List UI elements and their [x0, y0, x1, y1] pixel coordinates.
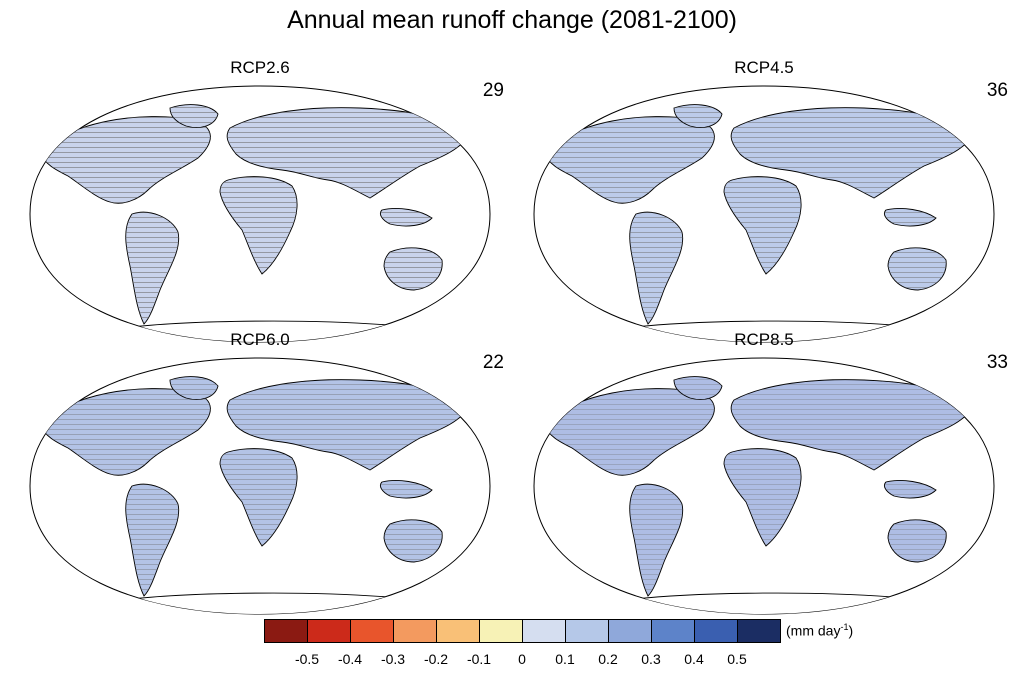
australia-hatching [384, 519, 443, 562]
colorbar-tick-label: -0.4 [337, 651, 363, 667]
africa-hatching [220, 176, 298, 274]
colorbar-swatch [694, 619, 738, 643]
colorbar [264, 619, 781, 645]
north-america-hatching [40, 388, 211, 476]
africa-hatching [724, 448, 802, 546]
colorbar-tick-label: 0.1 [555, 651, 575, 667]
indonesia-hatching [380, 480, 432, 498]
indonesia-hatching [380, 208, 432, 226]
australia-hatching [888, 519, 947, 562]
colorbar-tick-label: 0.3 [641, 651, 661, 667]
eurasia-hatching [227, 379, 468, 470]
panel-rcp6-0: RCP6.0 22 [10, 330, 510, 620]
figure-title: Annual mean runoff change (2081-2100) [287, 6, 737, 34]
north-america-hatching [544, 116, 715, 204]
world-map [533, 85, 995, 343]
greenland-hatching [674, 104, 722, 128]
australia-hatching [888, 247, 947, 290]
model-count: 36 [986, 80, 1008, 101]
south-america-hatching [125, 484, 179, 596]
eurasia-hatching [731, 379, 972, 470]
indonesia-hatching [884, 480, 936, 498]
panel-title: RCP8.5 [734, 330, 794, 349]
south-america-hatching [629, 212, 683, 324]
australia-hatching [384, 247, 443, 290]
colorbar-swatch [737, 619, 781, 643]
model-count: 29 [482, 80, 504, 101]
greenland-hatching [674, 376, 722, 400]
colorbar-swatch [393, 619, 437, 643]
colorbar-swatch [350, 619, 394, 643]
model-count: 22 [482, 352, 504, 373]
indonesia-hatching [884, 208, 936, 226]
colorbar-tick-label: -0.5 [294, 651, 320, 667]
colorbar-tick-label: 0.4 [684, 651, 704, 667]
panel-rcp8-5: RCP8.5 33 [514, 330, 1014, 620]
eurasia-hatching [227, 107, 468, 198]
panel-title: RCP6.0 [230, 330, 290, 349]
model-count: 33 [986, 352, 1008, 373]
panel-rcp2-6: RCP2.6 29 [10, 58, 510, 348]
colorbar-tick-label: 0.5 [727, 651, 747, 667]
colorbar-tick-label: -0.2 [423, 651, 449, 667]
colorbar-swatch [651, 619, 695, 643]
africa-hatching [724, 176, 802, 274]
colorbar-swatch [608, 619, 652, 643]
colorbar-units: (mm day-1) [786, 622, 854, 639]
colorbar-swatch [436, 619, 480, 643]
colorbar-tick-label: -0.3 [380, 651, 406, 667]
panel-rcp4-5: RCP4.5 36 [514, 58, 1014, 348]
colorbar-swatch [307, 619, 351, 643]
greenland-hatching [170, 376, 218, 400]
north-america-hatching [544, 388, 715, 476]
colorbar-swatch [565, 619, 609, 643]
south-america-hatching [629, 484, 683, 596]
panel-title: RCP2.6 [230, 58, 290, 77]
colorbar-tick-label: -0.1 [466, 651, 492, 667]
greenland-hatching [170, 104, 218, 128]
world-map [533, 357, 995, 615]
colorbar-swatch [264, 619, 308, 643]
world-map [29, 357, 491, 615]
panel-title: RCP4.5 [734, 58, 794, 77]
colorbar-tick-label: 0 [518, 651, 526, 667]
south-america-hatching [125, 212, 179, 324]
north-america-hatching [40, 116, 211, 204]
colorbar-swatch [479, 619, 523, 643]
world-map [29, 85, 491, 343]
africa-hatching [220, 448, 298, 546]
eurasia-hatching [731, 107, 972, 198]
colorbar-swatch [522, 619, 566, 643]
colorbar-tick-label: 0.2 [598, 651, 618, 667]
